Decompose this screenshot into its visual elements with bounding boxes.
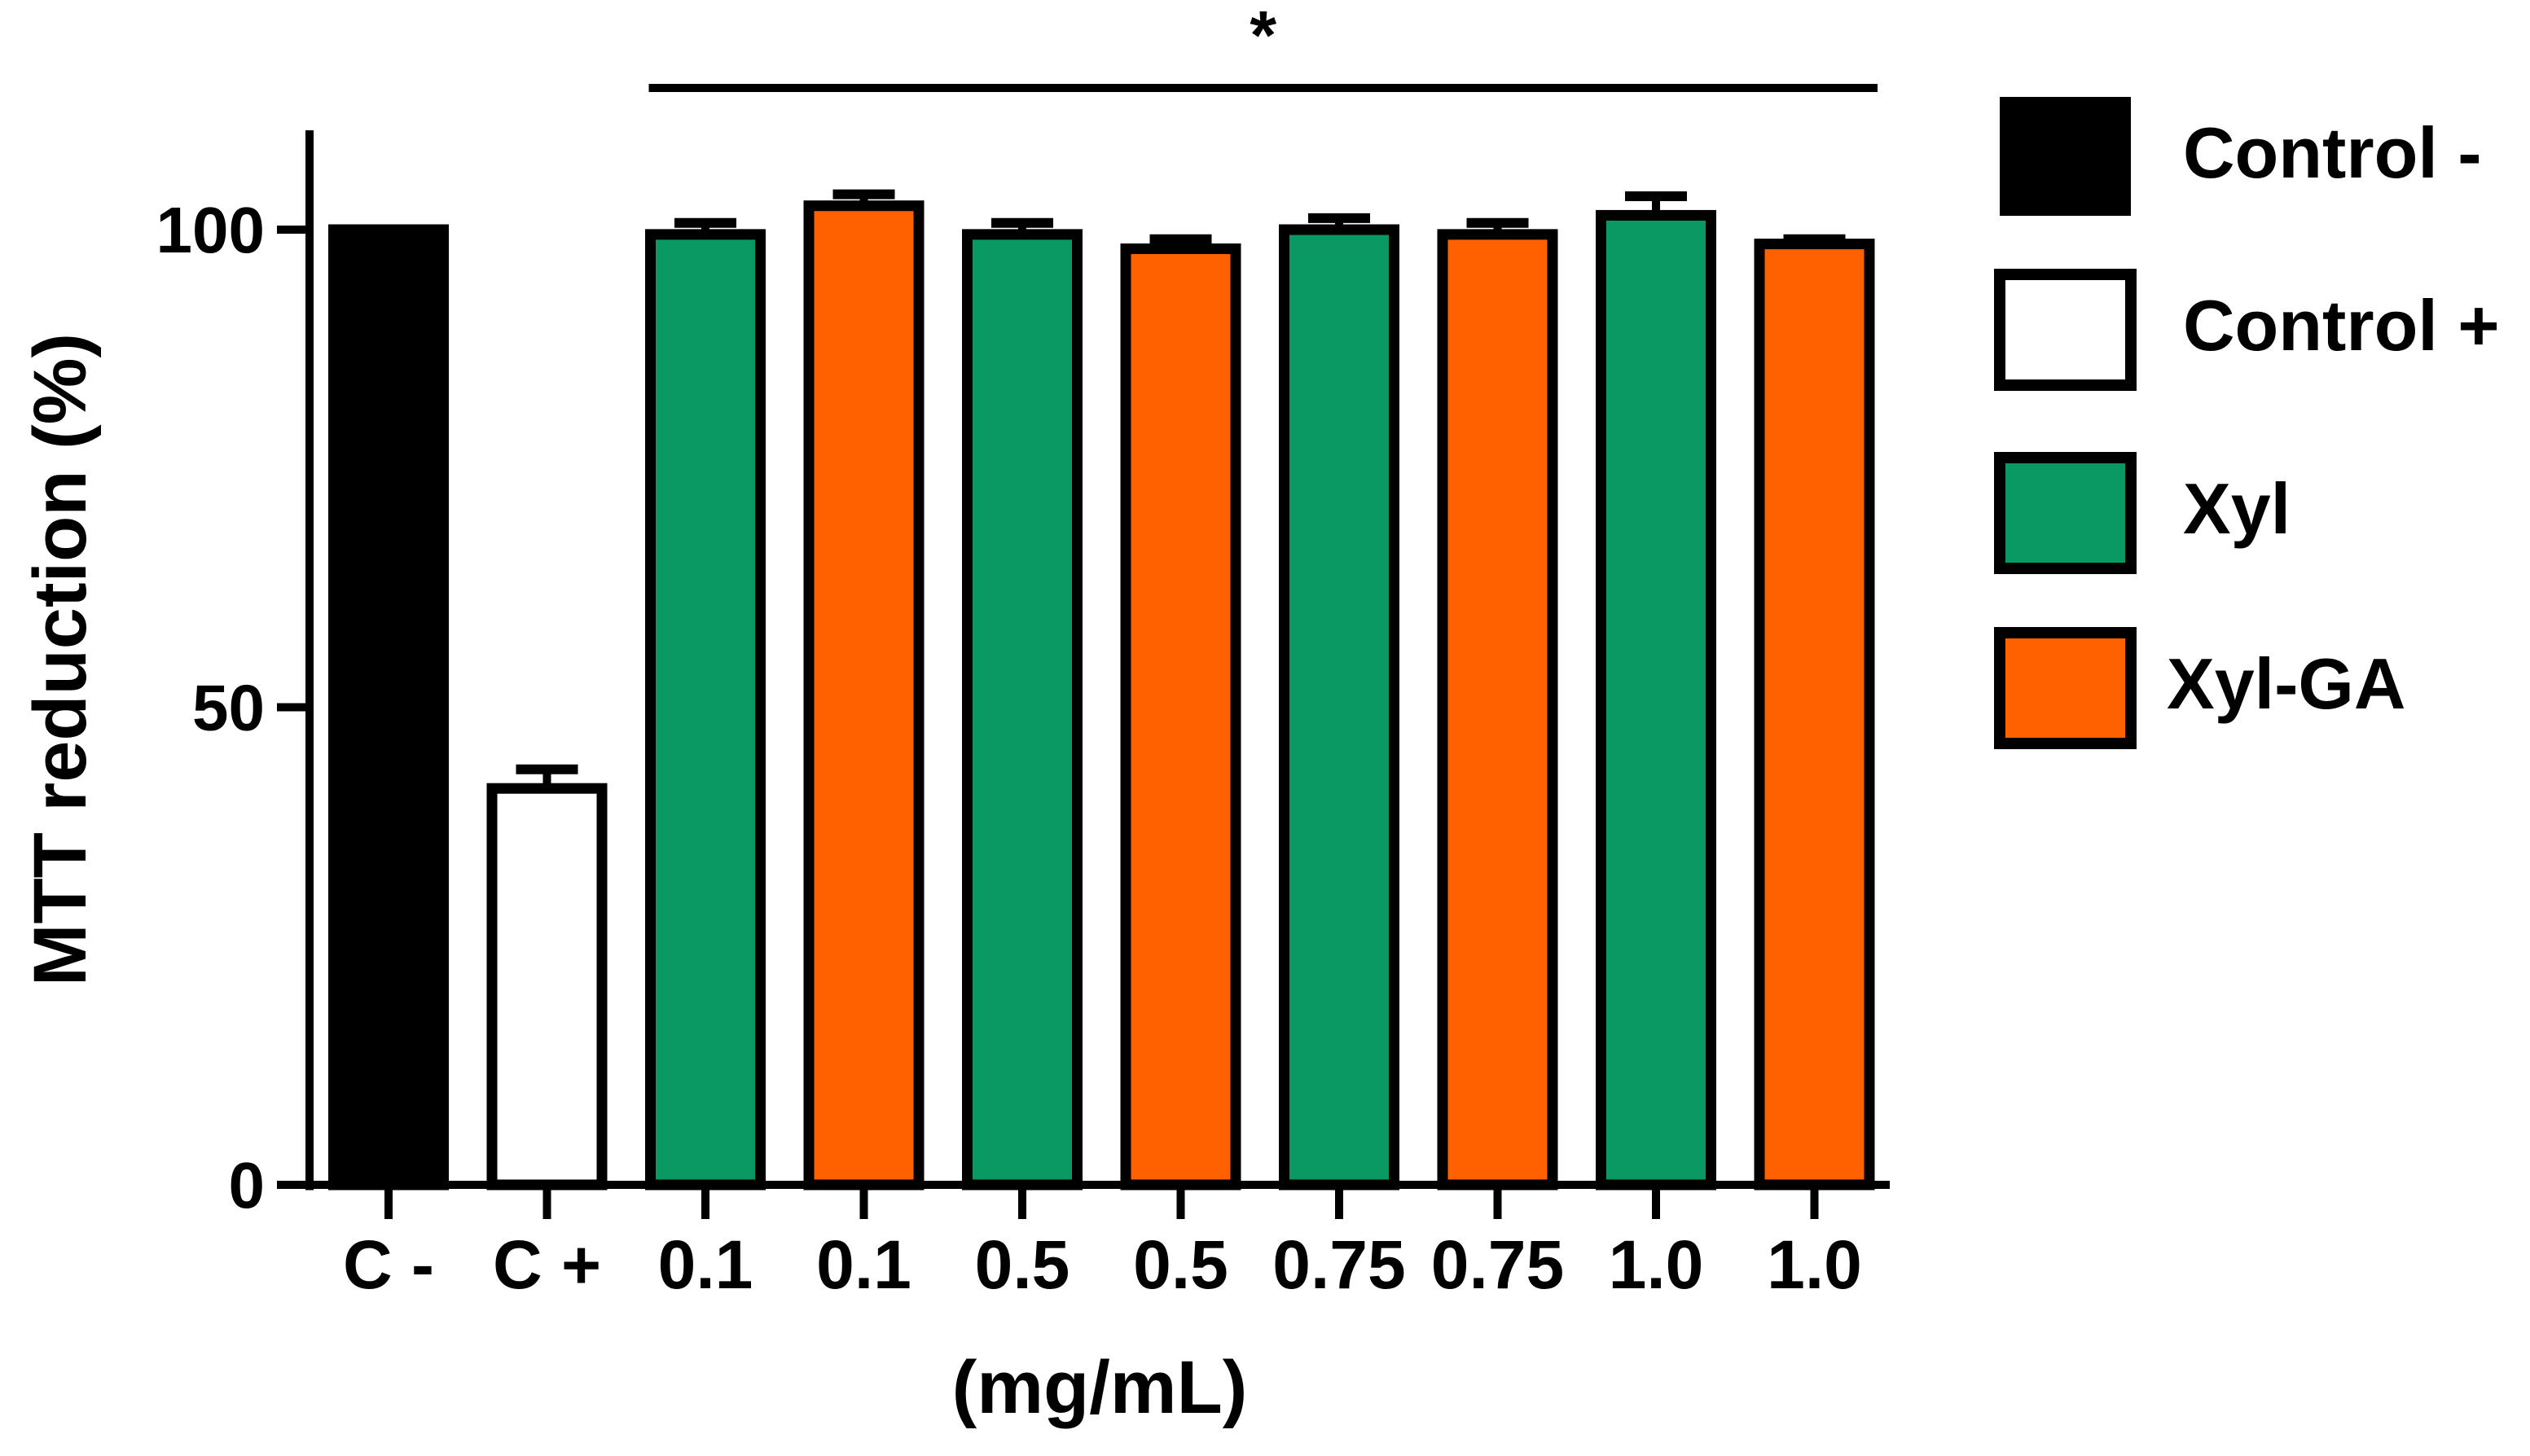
y-axis-title: MTT reduction (%): [19, 333, 102, 986]
x-tick-label-5: 0.5: [1133, 1226, 1228, 1303]
bar-7: [1437, 229, 1558, 1191]
y-tick-label-50: 50: [192, 672, 265, 744]
legend-swatch-control-1: [1994, 269, 2137, 391]
x-axis-title: (mg/mL): [952, 1346, 1248, 1429]
x-tick-label-1: C +: [493, 1226, 601, 1303]
x-tick-label-9: 1.0: [1767, 1226, 1862, 1303]
legend-label-xyl-ga-3: Xyl-GA: [2167, 643, 2405, 724]
x-tick-label-3: 0.1: [816, 1226, 911, 1303]
x-tick-label-8: 1.0: [1609, 1226, 1704, 1303]
bar-2: [645, 229, 766, 1191]
bar-9: [1754, 239, 1875, 1191]
significance-star: *: [1250, 0, 1276, 73]
y-tick-label-100: 100: [156, 194, 265, 266]
legend-swatch-xyl-ga-3: [1994, 627, 2137, 749]
bar-8: [1596, 209, 1716, 1191]
y-tick-label-0: 0: [229, 1149, 266, 1221]
bar-6: [1279, 224, 1399, 1191]
x-tick-label-7: 0.75: [1431, 1226, 1565, 1303]
legend-swatch-control-0: [2000, 97, 2131, 216]
x-tick-label-0: C -: [343, 1226, 434, 1303]
legend-swatch-xyl-2: [1994, 452, 2137, 574]
x-tick-label-4: 0.5: [975, 1226, 1070, 1303]
x-tick-label-2: 0.1: [658, 1226, 753, 1303]
legend-label-control-1: Control +: [2183, 285, 2500, 366]
bar-5: [1120, 243, 1241, 1191]
x-tick-label-6: 0.75: [1272, 1226, 1406, 1303]
bar-3: [803, 200, 925, 1191]
legend-label-xyl-2: Xyl: [2183, 468, 2291, 549]
bar-0: [328, 224, 449, 1191]
bar-4: [962, 229, 1083, 1191]
bar-1: [486, 783, 608, 1191]
legend-label-control-0: Control -: [2183, 112, 2482, 193]
